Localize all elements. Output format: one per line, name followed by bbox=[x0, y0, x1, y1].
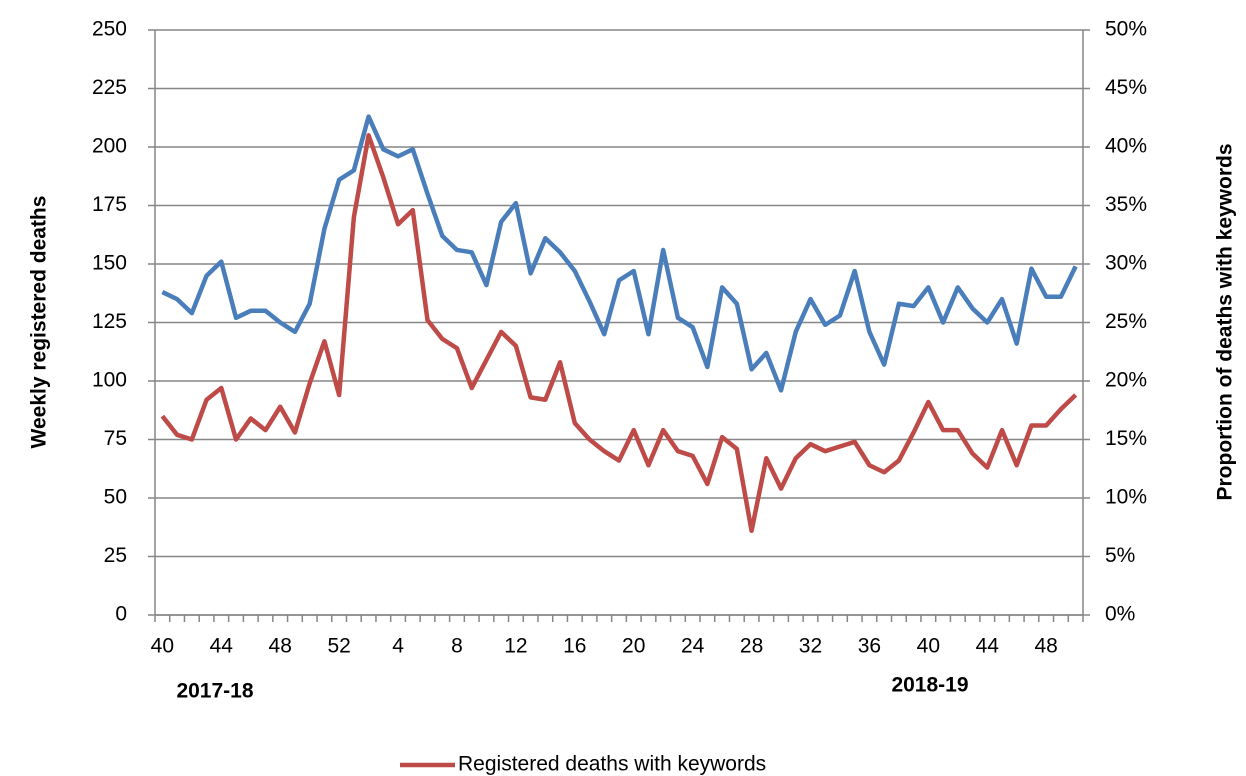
x-tick-label: 12 bbox=[504, 635, 527, 658]
y2-tick-label: 0% bbox=[1105, 603, 1135, 626]
y2-tick-label: 10% bbox=[1105, 486, 1147, 509]
x-tick-label: 48 bbox=[1034, 635, 1057, 658]
y2-tick-label: 45% bbox=[1105, 76, 1147, 99]
x-tick-label: 40 bbox=[151, 635, 174, 658]
x-tick-label: 36 bbox=[858, 635, 881, 658]
y-tick-label: 150 bbox=[92, 252, 127, 275]
y2-tick-label: 15% bbox=[1105, 427, 1147, 450]
y-tick-label: 225 bbox=[92, 76, 127, 99]
y2-tick-label: 35% bbox=[1105, 193, 1147, 216]
y-tick-label: 25 bbox=[104, 544, 127, 567]
x-tick-label: 8 bbox=[451, 635, 463, 658]
x-tick-label: 44 bbox=[976, 635, 1000, 658]
x-tick-label: 16 bbox=[563, 635, 586, 658]
y-tick-label: 50 bbox=[104, 486, 127, 509]
y-axis-title: Weekly registered deaths bbox=[28, 196, 51, 449]
x-tick-label: 48 bbox=[269, 635, 292, 658]
x-tick-label: 28 bbox=[740, 635, 763, 658]
series-line bbox=[160, 133, 1078, 534]
y-tick-label: 0 bbox=[115, 603, 127, 626]
series-line bbox=[161, 114, 1078, 393]
y2-tick-label: 5% bbox=[1105, 544, 1135, 567]
x-tick-label: 40 bbox=[917, 635, 940, 658]
y-tick-label: 250 bbox=[92, 18, 127, 41]
group-label: 2017-18 bbox=[176, 680, 253, 703]
group-label: 2018-19 bbox=[891, 674, 968, 697]
x-tick-label: 4 bbox=[392, 635, 404, 658]
x-tick-label: 20 bbox=[622, 635, 645, 658]
x-tick-label: 24 bbox=[681, 635, 705, 658]
x-tick-label: 32 bbox=[799, 635, 822, 658]
y2-axis-title: Proportion of deaths with keywords bbox=[1214, 143, 1237, 500]
x-tick-label: 44 bbox=[210, 635, 234, 658]
y2-tick-label: 20% bbox=[1105, 369, 1147, 392]
y2-tick-label: 40% bbox=[1105, 135, 1147, 158]
legend-label: Registered deaths with keywords bbox=[458, 753, 766, 776]
y2-tick-label: 25% bbox=[1105, 310, 1147, 333]
x-tick-label: 52 bbox=[327, 635, 350, 658]
y2-tick-label: 30% bbox=[1105, 252, 1147, 275]
y2-tick-label: 50% bbox=[1105, 18, 1147, 41]
y-tick-label: 175 bbox=[92, 193, 127, 216]
y-tick-label: 125 bbox=[92, 310, 127, 333]
y-tick-label: 75 bbox=[104, 427, 127, 450]
y-tick-label: 100 bbox=[92, 369, 127, 392]
y-tick-label: 200 bbox=[92, 135, 127, 158]
